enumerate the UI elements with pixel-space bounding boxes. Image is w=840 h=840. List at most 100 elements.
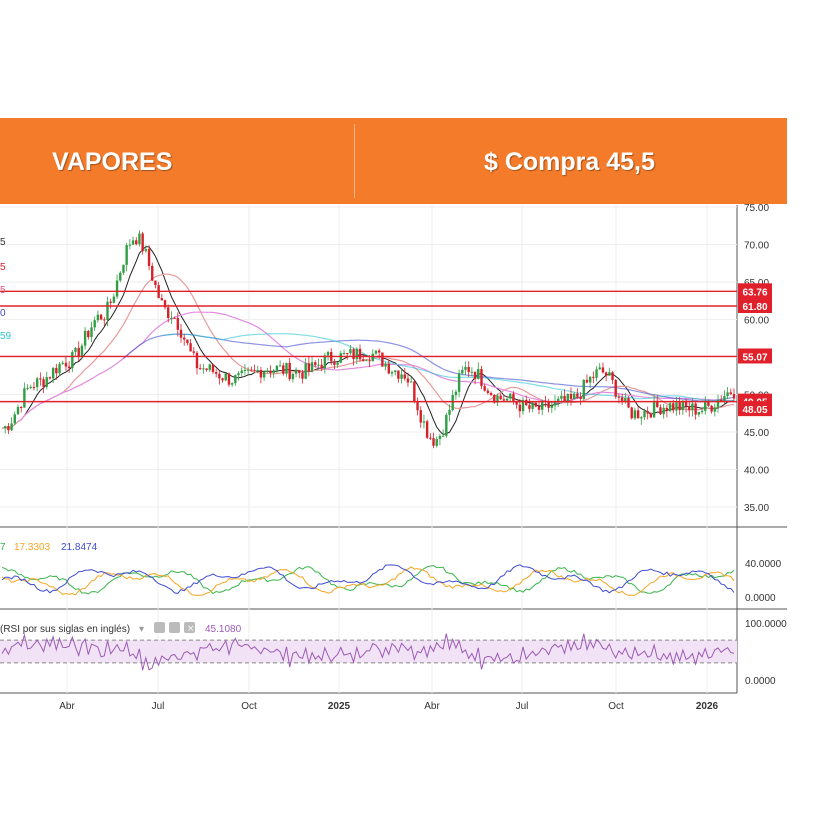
candle-body bbox=[441, 435, 445, 437]
candle-body bbox=[585, 379, 589, 383]
candle-body bbox=[16, 406, 20, 415]
price-label: $ Compra 45,5 bbox=[484, 148, 655, 176]
candle-body bbox=[285, 362, 288, 374]
candle-body bbox=[652, 400, 656, 418]
candle-body bbox=[413, 381, 416, 402]
candle-body bbox=[282, 365, 285, 374]
left-label-1: 5 bbox=[0, 237, 6, 248]
left-label-2: 5 bbox=[0, 262, 6, 273]
candle-body bbox=[723, 396, 726, 402]
candle-body bbox=[272, 370, 275, 374]
candle-body bbox=[438, 435, 442, 439]
candle-body bbox=[732, 394, 736, 399]
candle-body bbox=[106, 301, 109, 320]
candle-body bbox=[122, 264, 125, 273]
candle-body bbox=[457, 373, 461, 392]
candle-body bbox=[275, 365, 279, 371]
candle-body bbox=[675, 402, 678, 411]
candle-body bbox=[320, 364, 323, 369]
candle-body bbox=[237, 373, 240, 376]
price-tick-label: 40.00 bbox=[744, 466, 769, 477]
candle-body bbox=[83, 330, 87, 346]
candle-body bbox=[266, 370, 269, 372]
candle-body bbox=[51, 367, 55, 379]
candle-body bbox=[550, 405, 553, 408]
time-axis-label: 2026 bbox=[696, 701, 719, 712]
adx-line bbox=[1, 565, 735, 595]
candle-body bbox=[167, 307, 170, 319]
candle-body bbox=[541, 400, 544, 410]
time-axis-label: Oct bbox=[241, 701, 257, 712]
candle-body bbox=[301, 372, 304, 379]
candle-body bbox=[80, 345, 84, 357]
adx-legend: 7 17.3303 21.8474 bbox=[0, 542, 98, 553]
candle-body bbox=[569, 393, 573, 399]
candle-body bbox=[483, 386, 486, 391]
chevron-down-icon[interactable]: ▾ bbox=[139, 624, 144, 635]
left-label-3: 5 bbox=[0, 285, 6, 296]
candle-body bbox=[371, 353, 374, 362]
candle-body bbox=[649, 413, 653, 418]
candle-body bbox=[448, 410, 451, 415]
candle-body bbox=[579, 396, 582, 399]
time-axis-label: Jul bbox=[516, 701, 529, 712]
candle-body bbox=[90, 327, 93, 338]
candle-body bbox=[377, 350, 381, 353]
candle-body bbox=[224, 373, 227, 381]
candle-body bbox=[406, 378, 410, 383]
eye-icon[interactable] bbox=[154, 622, 165, 633]
candle-body bbox=[429, 437, 432, 439]
candle-body bbox=[195, 352, 199, 369]
candle-body bbox=[688, 406, 691, 411]
candle-body bbox=[365, 360, 368, 362]
level-55-07-tag bbox=[738, 348, 772, 364]
adx-line bbox=[1, 564, 735, 594]
rsi-title: (RSI por sus siglas en inglés) bbox=[0, 624, 130, 635]
candle-body bbox=[720, 399, 723, 402]
candle-body bbox=[620, 397, 624, 402]
gear-icon[interactable] bbox=[169, 622, 180, 633]
candle-body bbox=[39, 378, 42, 380]
candle-body bbox=[310, 362, 314, 371]
candle-body bbox=[355, 348, 359, 360]
candle-body bbox=[55, 367, 58, 374]
candle-body bbox=[633, 410, 637, 419]
candle-body bbox=[445, 414, 448, 436]
candle-body bbox=[112, 296, 116, 303]
candle-body bbox=[125, 245, 128, 265]
candle-body bbox=[665, 407, 669, 411]
candle-body bbox=[477, 368, 480, 379]
candle-body bbox=[713, 407, 717, 412]
candle-body bbox=[572, 393, 576, 399]
candle-body bbox=[499, 395, 502, 400]
chart-background bbox=[0, 205, 787, 693]
candle-body bbox=[144, 249, 148, 252]
candle-body bbox=[317, 364, 320, 366]
candle-body bbox=[697, 412, 701, 415]
level-55-07-label: 55.07 bbox=[742, 352, 767, 363]
rsi-line bbox=[1, 633, 735, 671]
candle-body bbox=[23, 388, 26, 408]
candle-body bbox=[710, 405, 713, 412]
candle-body bbox=[333, 361, 336, 365]
candle-body bbox=[425, 421, 429, 438]
time-axis-label: Oct bbox=[608, 701, 624, 712]
candle-body bbox=[588, 376, 592, 383]
candle-body bbox=[135, 240, 138, 245]
candle-body bbox=[537, 406, 541, 410]
candle-body bbox=[454, 391, 458, 396]
candle-body bbox=[179, 329, 183, 338]
candle-body bbox=[278, 365, 282, 367]
candle-body bbox=[291, 373, 295, 380]
candle-body bbox=[509, 393, 512, 399]
candle-body bbox=[214, 372, 218, 374]
close-icon[interactable] bbox=[184, 622, 195, 633]
price-tick-label: 60.00 bbox=[744, 316, 769, 327]
candle-body bbox=[534, 402, 538, 407]
candle-body bbox=[381, 352, 384, 367]
candle-body bbox=[560, 395, 563, 399]
candle-body bbox=[672, 403, 675, 411]
candle-body bbox=[202, 368, 205, 370]
level-48-05-label: 48.05 bbox=[742, 405, 767, 416]
candle-body bbox=[147, 249, 151, 266]
